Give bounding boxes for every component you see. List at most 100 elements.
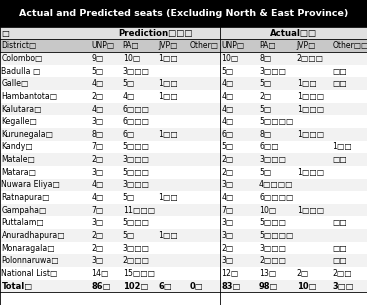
Text: 6□□□: 6□□□ <box>123 117 150 126</box>
Text: 4□: 4□ <box>91 105 103 113</box>
Text: 6□□□□: 6□□□□ <box>259 193 294 202</box>
Bar <box>0 229 367 242</box>
Bar <box>0 204 367 217</box>
Text: 10□: 10□ <box>297 282 316 291</box>
Text: 8□: 8□ <box>259 54 271 63</box>
Text: 5□□□: 5□□□ <box>123 142 150 152</box>
Bar <box>0 141 367 153</box>
Text: Matara□: Matara□ <box>1 168 36 177</box>
Text: 6□: 6□ <box>221 130 233 139</box>
Text: 4□: 4□ <box>91 180 103 189</box>
Text: 10□: 10□ <box>123 54 140 63</box>
Text: Kurunegala□: Kurunegala□ <box>1 130 54 139</box>
Text: JVP□: JVP□ <box>297 41 316 50</box>
Text: 1□□□: 1□□□ <box>297 105 324 113</box>
Text: □□: □□ <box>333 256 347 265</box>
Bar <box>0 128 367 141</box>
Bar <box>0 280 367 292</box>
Bar <box>0 27 367 39</box>
Text: □□: □□ <box>333 66 347 76</box>
Text: 5□: 5□ <box>123 79 135 88</box>
Text: 5□: 5□ <box>123 231 135 240</box>
Text: 6□: 6□ <box>159 282 172 291</box>
Text: 9□: 9□ <box>91 54 103 63</box>
Text: 5□□□□: 5□□□□ <box>259 117 294 126</box>
Text: 3□: 3□ <box>91 117 103 126</box>
Text: 8□: 8□ <box>91 130 103 139</box>
Text: 5□: 5□ <box>123 193 135 202</box>
Text: Total□: Total□ <box>1 282 33 291</box>
Bar <box>0 39 367 52</box>
Text: 1□□□: 1□□□ <box>297 168 324 177</box>
Text: 1□□: 1□□ <box>297 79 317 88</box>
Bar <box>0 217 367 229</box>
Text: 7□: 7□ <box>91 142 103 152</box>
Bar <box>0 267 367 280</box>
Text: 3□: 3□ <box>221 256 233 265</box>
Text: 1□□: 1□□ <box>159 193 178 202</box>
Text: 1□□: 1□□ <box>159 92 178 101</box>
Text: 3□□□: 3□□□ <box>259 244 286 253</box>
Text: 2□: 2□ <box>91 155 103 164</box>
Bar <box>0 77 367 90</box>
Text: JVP□: JVP□ <box>159 41 178 50</box>
Text: Badulla □: Badulla □ <box>1 66 41 76</box>
Text: 5□□□: 5□□□ <box>259 218 286 227</box>
Text: □: □ <box>1 29 9 38</box>
Text: 2□: 2□ <box>91 244 103 253</box>
Text: Hambantota□: Hambantota□ <box>1 92 58 101</box>
Text: 8□: 8□ <box>259 130 271 139</box>
Text: 3□: 3□ <box>91 218 103 227</box>
Text: Polonnaruwa□: Polonnaruwa□ <box>1 256 59 265</box>
Text: 83□: 83□ <box>221 282 241 291</box>
Text: 2□□: 2□□ <box>333 269 352 278</box>
Text: Monaragala□: Monaragala□ <box>1 244 55 253</box>
Text: 10□: 10□ <box>259 206 276 215</box>
Bar <box>0 292 367 305</box>
Bar <box>0 90 367 103</box>
Text: 6□: 6□ <box>123 130 135 139</box>
Bar <box>0 153 367 166</box>
Text: 15□□□: 15□□□ <box>123 269 155 278</box>
Text: 2□□□: 2□□□ <box>297 54 324 63</box>
Text: Anuradhapura□: Anuradhapura□ <box>1 231 65 240</box>
Text: 5□□□: 5□□□ <box>123 168 150 177</box>
Text: 11□□□: 11□□□ <box>123 206 155 215</box>
Text: 4□: 4□ <box>123 92 135 101</box>
Text: 2□: 2□ <box>221 244 233 253</box>
Text: 4□: 4□ <box>221 117 234 126</box>
Text: 1□□□: 1□□□ <box>297 206 324 215</box>
Text: 86□: 86□ <box>91 282 111 291</box>
Text: Puttalam□: Puttalam□ <box>1 218 44 227</box>
Text: □□: □□ <box>333 218 347 227</box>
Text: 3□□□: 3□□□ <box>259 155 286 164</box>
Text: Actual and Predicted seats (Excluding North & East Province): Actual and Predicted seats (Excluding No… <box>19 9 348 18</box>
Text: 4□: 4□ <box>221 92 234 101</box>
Text: PA□: PA□ <box>259 41 276 50</box>
Text: National List□: National List□ <box>1 269 58 278</box>
Text: Nuwara Eliya□: Nuwara Eliya□ <box>1 180 60 189</box>
Bar <box>0 191 367 204</box>
Text: 1□□□: 1□□□ <box>297 92 324 101</box>
Text: 5□□□: 5□□□ <box>123 218 150 227</box>
Text: 4□: 4□ <box>221 193 234 202</box>
Bar <box>0 178 367 191</box>
Bar <box>0 242 367 254</box>
Bar <box>0 166 367 178</box>
Text: 3□□□: 3□□□ <box>123 155 150 164</box>
Text: 12□: 12□ <box>221 269 239 278</box>
Text: Kegalle□: Kegalle□ <box>1 117 37 126</box>
Text: 3□: 3□ <box>91 256 103 265</box>
Text: 1□□: 1□□ <box>159 231 178 240</box>
Text: Matale□: Matale□ <box>1 155 35 164</box>
Bar <box>0 0 367 27</box>
Text: 5□: 5□ <box>221 66 233 76</box>
Text: Gampaha□: Gampaha□ <box>1 206 47 215</box>
Text: UNP□: UNP□ <box>221 41 244 50</box>
Text: 3□□□: 3□□□ <box>259 66 286 76</box>
Bar <box>0 103 367 115</box>
Text: Ratnapura□: Ratnapura□ <box>1 193 50 202</box>
Text: Colombo□: Colombo□ <box>1 54 43 63</box>
Text: 3□□: 3□□ <box>333 282 354 291</box>
Text: Galle□: Galle□ <box>1 79 29 88</box>
